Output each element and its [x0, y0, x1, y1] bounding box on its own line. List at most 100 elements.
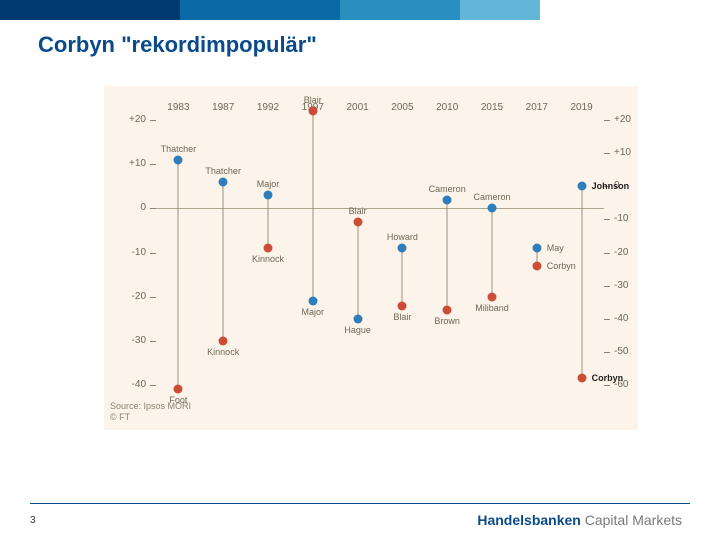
con-point: [532, 244, 541, 253]
y-left-label: +10: [129, 158, 146, 169]
stem: [312, 111, 313, 301]
year-label: 2017: [526, 102, 548, 113]
stem: [178, 160, 179, 390]
year-label: 2015: [481, 102, 503, 113]
y-left-tick: [150, 253, 156, 254]
y-left-tick: [150, 164, 156, 165]
con-point: [264, 191, 273, 200]
lab-point: [264, 244, 273, 253]
y-right-tick: [604, 385, 610, 386]
y-left-tick: [150, 297, 156, 298]
con-label: Cameron: [429, 184, 466, 194]
lab-point: [577, 374, 586, 383]
y-left-label: -40: [132, 379, 146, 390]
stem: [447, 200, 448, 310]
stem: [223, 182, 224, 341]
y-left-label: -20: [132, 291, 146, 302]
y-right-label: -40: [614, 313, 628, 324]
y-left-tick: [150, 208, 156, 209]
slide-title: Corbyn "rekordimpopulär": [38, 32, 317, 58]
con-label: Major: [257, 179, 280, 189]
con-label: May: [547, 243, 564, 253]
lab-label: Brown: [434, 316, 460, 326]
slide: Corbyn "rekordimpopulär" Source: Ipsos M…: [0, 0, 720, 540]
lab-point: [398, 301, 407, 310]
lab-label: Corbyn: [592, 373, 624, 383]
lab-label: Miliband: [475, 303, 509, 313]
con-point: [219, 177, 228, 186]
lab-point: [532, 261, 541, 270]
footer-logo: Handelsbanken Capital Markets: [477, 512, 682, 528]
con-point: [398, 244, 407, 253]
lab-label: Corbyn: [547, 261, 576, 271]
lab-label: Blair: [349, 206, 367, 216]
y-left-label: -30: [132, 335, 146, 346]
footer-rule: [30, 503, 690, 504]
lab-point: [443, 305, 452, 314]
y-right-label: +20: [614, 114, 631, 125]
lab-label: Kinnock: [252, 254, 284, 264]
y-right-label: +10: [614, 147, 631, 158]
y-right-tick: [604, 120, 610, 121]
lab-label: Blair: [304, 95, 322, 105]
header-bar: [0, 0, 540, 20]
lab-point: [219, 336, 228, 345]
logo-suffix: Capital Markets: [581, 512, 682, 528]
y-right-label: -50: [614, 346, 628, 357]
con-point: [353, 314, 362, 323]
con-point: [443, 195, 452, 204]
year-label: 2005: [391, 102, 413, 113]
year-label: 2001: [346, 102, 368, 113]
con-label: Hague: [344, 325, 371, 335]
y-right-label: -10: [614, 213, 628, 224]
y-left-tick: [150, 120, 156, 121]
lab-label: Foot: [169, 395, 187, 405]
source-line-2: © FT: [110, 412, 191, 424]
y-left-tick: [150, 385, 156, 386]
y-right-label: -20: [614, 247, 628, 258]
stem: [402, 248, 403, 305]
y-right-label: -30: [614, 280, 628, 291]
stem: [268, 195, 269, 248]
lab-label: Kinnock: [207, 347, 239, 357]
con-point: [174, 155, 183, 164]
lab-point: [174, 385, 183, 394]
y-left-label: -10: [132, 247, 146, 258]
year-label: 2010: [436, 102, 458, 113]
lab-point: [353, 217, 362, 226]
y-left-tick: [150, 341, 156, 342]
lab-point: [308, 107, 317, 116]
lab-label: Blair: [393, 312, 411, 322]
con-point: [488, 204, 497, 213]
header-segment: [460, 0, 540, 20]
year-label: 2019: [570, 102, 592, 113]
con-label: Thatcher: [205, 166, 241, 176]
stem: [581, 186, 582, 378]
y-left-label: +20: [129, 114, 146, 125]
con-label: Thatcher: [161, 144, 197, 154]
page-number: 3: [30, 515, 36, 526]
lab-point: [488, 292, 497, 301]
con-label: Johnson: [592, 181, 630, 191]
con-point: [577, 182, 586, 191]
header-segment: [0, 0, 180, 20]
header-segment: [180, 0, 340, 20]
y-right-tick: [604, 153, 610, 154]
chart: Source: Ipsos MORI © FT +20+100-10-20-30…: [104, 86, 638, 430]
con-point: [308, 297, 317, 306]
year-label: 1983: [167, 102, 189, 113]
y-right-tick: [604, 286, 610, 287]
con-label: Howard: [387, 232, 418, 242]
chart-background: [104, 86, 638, 430]
stem: [357, 222, 358, 319]
logo-brand: Handelsbanken: [477, 512, 580, 528]
y-right-tick: [604, 253, 610, 254]
y-right-tick: [604, 319, 610, 320]
year-label: 1987: [212, 102, 234, 113]
y-right-tick: [604, 352, 610, 353]
header-segment: [340, 0, 460, 20]
year-label: 1992: [257, 102, 279, 113]
stem: [492, 208, 493, 296]
y-left-label: 0: [140, 202, 146, 213]
y-right-tick: [604, 219, 610, 220]
